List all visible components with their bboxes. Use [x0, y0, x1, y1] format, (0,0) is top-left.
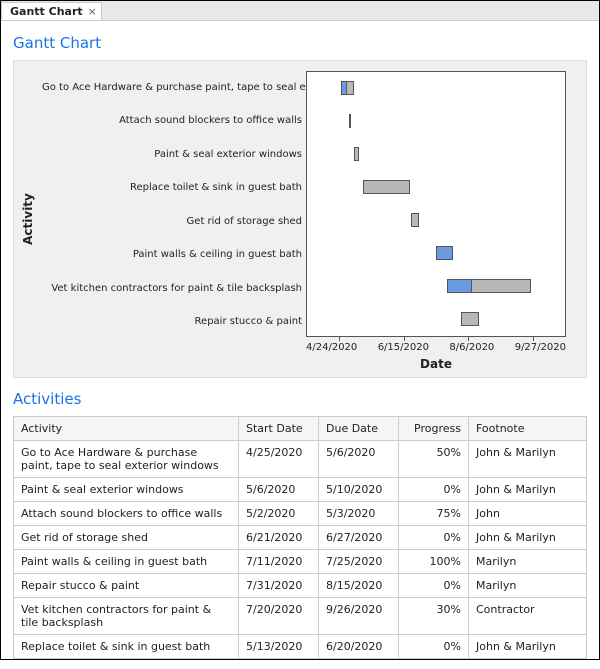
- table-cell: John & Marilyn: [469, 526, 587, 550]
- table-row: Repair stucco & paint7/31/20208/15/20200…: [14, 574, 587, 598]
- table-cell: 4/25/2020: [239, 441, 319, 478]
- table-cell: John: [469, 502, 587, 526]
- table-cell: 8/15/2020: [319, 574, 399, 598]
- table-cell: Paint walls & ceiling in guest bath: [14, 550, 239, 574]
- gantt-bar-progress: [436, 246, 453, 260]
- table-cell: Marilyn: [469, 574, 587, 598]
- table-cell: Replace toilet & sink in guest bath: [14, 635, 239, 659]
- table-cell: 7/11/2020: [239, 550, 319, 574]
- x-tick-label: 4/24/2020: [306, 342, 357, 353]
- y-tick-label: Vet kitchen contractors for paint & tile…: [42, 283, 302, 294]
- x-tick-mark: [404, 336, 405, 341]
- gantt-bar: [461, 312, 480, 326]
- table-cell: 7/31/2020: [239, 574, 319, 598]
- col-footnote: Footnote: [469, 417, 587, 441]
- table-cell: John & Marilyn: [469, 635, 587, 659]
- gantt-chart: Activity Go to Ace Hardware & purchase p…: [13, 60, 587, 378]
- table-cell: 5/6/2020: [239, 478, 319, 502]
- table-cell: Paint & seal exterior windows: [14, 478, 239, 502]
- y-axis-label-wrap: Activity: [14, 61, 42, 377]
- y-tick-label: Attach sound blockers to office walls: [42, 115, 302, 126]
- gantt-bar: [354, 147, 359, 161]
- table-cell: Go to Ace Hardware & purchase paint, tap…: [14, 441, 239, 478]
- content: Gantt Chart Activity Go to Ace Hardware …: [1, 21, 599, 669]
- y-tick-label: Repair stucco & paint: [42, 316, 302, 327]
- table-cell: 0%: [399, 526, 469, 550]
- table-row: Vet kitchen contractors for paint & tile…: [14, 598, 587, 635]
- table-cell: 5/3/2020: [319, 502, 399, 526]
- table-cell: 6/27/2020: [319, 526, 399, 550]
- table-cell: 9/26/2020: [319, 598, 399, 635]
- x-tick-label: 9/27/2020: [515, 342, 566, 353]
- table-cell: 5/13/2020: [239, 635, 319, 659]
- x-tick-label: 6/15/2020: [378, 342, 429, 353]
- table-cell: 75%: [399, 502, 469, 526]
- gantt-bar-progress: [341, 81, 348, 95]
- y-tick-label: Replace toilet & sink in guest bath: [42, 182, 302, 193]
- table-row: Paint walls & ceiling in guest bath7/11/…: [14, 550, 587, 574]
- table-cell: 5/10/2020: [319, 478, 399, 502]
- x-tick-label: 8/6/2020: [449, 342, 494, 353]
- table-cell: Contractor: [469, 598, 587, 635]
- plot-area: [306, 71, 566, 337]
- activities-table: Activity Start Date Due Date Progress Fo…: [13, 416, 587, 659]
- y-tick-label: Get rid of storage shed: [42, 216, 302, 227]
- x-tick-mark: [468, 336, 469, 341]
- y-tick-label: Go to Ace Hardware & purchase paint, tap…: [42, 82, 302, 93]
- y-axis-label: Activity: [21, 193, 35, 245]
- table-cell: 7/25/2020: [319, 550, 399, 574]
- y-tick-label: Paint walls & ceiling in guest bath: [42, 249, 302, 260]
- plot-wrap: 4/24/2020 6/15/2020 8/6/2020 9/27/2020 Date: [306, 61, 586, 377]
- tab-gantt-chart[interactable]: Gantt Chart ×: [1, 2, 102, 20]
- gantt-bar-progress: [349, 114, 351, 128]
- table-cell: Marilyn: [469, 550, 587, 574]
- table-cell: 30%: [399, 598, 469, 635]
- activities-title: Activities: [13, 390, 587, 408]
- x-tick-mark: [533, 336, 534, 341]
- tab-title: Gantt Chart: [10, 5, 83, 18]
- table-row: Paint & seal exterior windows5/6/20205/1…: [14, 478, 587, 502]
- table-cell: 6/20/2020: [319, 635, 399, 659]
- table-cell: 100%: [399, 550, 469, 574]
- table-row: Get rid of storage shed6/21/20206/27/202…: [14, 526, 587, 550]
- table-cell: John & Marilyn: [469, 478, 587, 502]
- table-cell: 0%: [399, 574, 469, 598]
- table-cell: 5/6/2020: [319, 441, 399, 478]
- table-cell: 5/2/2020: [239, 502, 319, 526]
- table-header-row: Activity Start Date Due Date Progress Fo…: [14, 417, 587, 441]
- table-cell: Get rid of storage shed: [14, 526, 239, 550]
- col-progress: Progress: [399, 417, 469, 441]
- table-cell: Attach sound blockers to office walls: [14, 502, 239, 526]
- table-row: Attach sound blockers to office walls5/2…: [14, 502, 587, 526]
- table-cell: Repair stucco & paint: [14, 574, 239, 598]
- table-cell: Vet kitchen contractors for paint & tile…: [14, 598, 239, 635]
- table-cell: John & Marilyn: [469, 441, 587, 478]
- chart-title: Gantt Chart: [13, 34, 587, 52]
- x-tick-mark: [339, 336, 340, 341]
- gantt-bar: [363, 180, 410, 194]
- table-cell: 50%: [399, 441, 469, 478]
- table-cell: 0%: [399, 635, 469, 659]
- y-tick-label: Paint & seal exterior windows: [42, 149, 302, 160]
- col-activity: Activity: [14, 417, 239, 441]
- table-row: Replace toilet & sink in guest bath5/13/…: [14, 635, 587, 659]
- table-cell: 7/20/2020: [239, 598, 319, 635]
- y-tick-labels: Go to Ace Hardware & purchase paint, tap…: [42, 61, 306, 377]
- tab-bar: Gantt Chart ×: [1, 1, 599, 21]
- x-tick-labels: 4/24/2020 6/15/2020 8/6/2020 9/27/2020: [306, 337, 566, 355]
- table-cell: 6/21/2020: [239, 526, 319, 550]
- gantt-bar: [411, 213, 418, 227]
- col-due-date: Due Date: [319, 417, 399, 441]
- x-axis-label: Date: [306, 355, 566, 373]
- table-row: Go to Ace Hardware & purchase paint, tap…: [14, 441, 587, 478]
- col-start-date: Start Date: [239, 417, 319, 441]
- close-icon[interactable]: ×: [88, 5, 97, 18]
- table-cell: 0%: [399, 478, 469, 502]
- gantt-bar-progress: [447, 279, 472, 293]
